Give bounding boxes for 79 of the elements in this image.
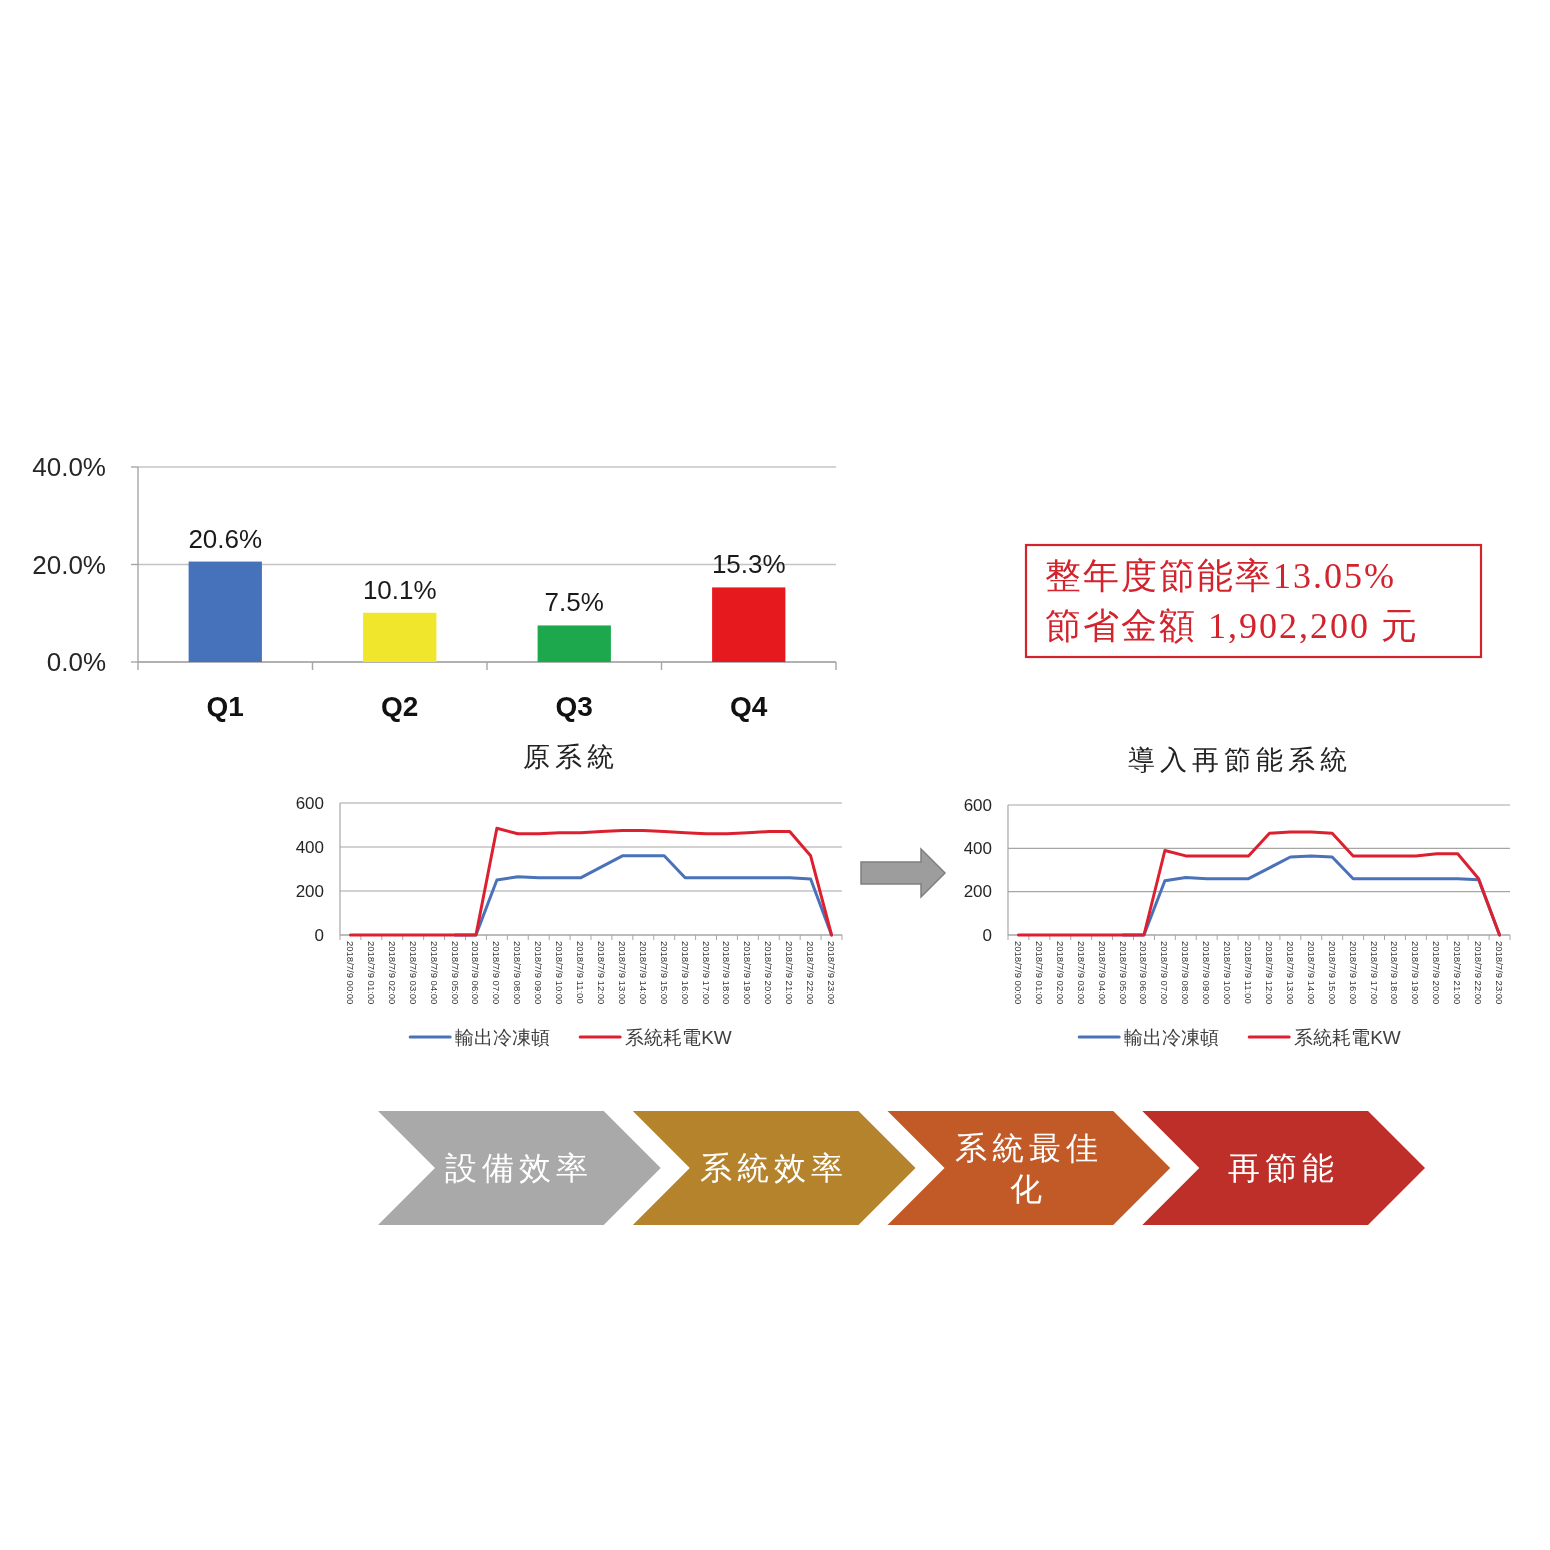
x-tick-label: 2018/7/9 15:00 bbox=[658, 941, 670, 1005]
x-tick-label: 2018/7/9 11:00 bbox=[1243, 941, 1255, 1004]
x-tick-label: 2018/7/9 08:00 bbox=[512, 941, 524, 1005]
x-tick-label: 2018/7/9 01:00 bbox=[365, 941, 377, 1005]
x-tick-label: 2018/7/9 23:00 bbox=[1494, 941, 1506, 1005]
x-tick-label: 2018/7/9 02:00 bbox=[386, 941, 398, 1005]
x-tick-label: 2018/7/9 07:00 bbox=[1159, 941, 1171, 1005]
x-tick-label: 2018/7/9 19:00 bbox=[742, 941, 754, 1005]
x-tick-label: 2018/7/9 02:00 bbox=[1054, 941, 1066, 1005]
x-tick-label: 2018/7/9 18:00 bbox=[721, 941, 733, 1005]
chart-title: 導入再節能系統 bbox=[1128, 745, 1352, 775]
x-tick-label: 2018/7/9 09:00 bbox=[533, 941, 545, 1005]
x-tick-label: 2018/7/9 23:00 bbox=[826, 941, 838, 1005]
x-tick-label: Q2 bbox=[381, 690, 419, 722]
x-tick-label: 2018/7/9 06:00 bbox=[470, 941, 482, 1005]
data-label: 7.5% bbox=[544, 587, 604, 618]
x-tick-label: 2018/7/9 16:00 bbox=[679, 941, 691, 1005]
y-tick-label: 600 bbox=[295, 793, 324, 813]
y-tick-label: 0 bbox=[314, 925, 324, 945]
x-tick-label: 2018/7/9 12:00 bbox=[1263, 941, 1275, 1005]
legend-label: 系統耗電KW bbox=[1294, 1026, 1401, 1048]
y-tick-label: 200 bbox=[963, 882, 992, 902]
y-tick-label: 400 bbox=[963, 838, 992, 858]
x-tick-label: 2018/7/9 08:00 bbox=[1180, 941, 1192, 1005]
x-tick-label: 2018/7/9 03:00 bbox=[1075, 941, 1087, 1005]
y-tick-label: 0 bbox=[982, 925, 992, 945]
x-tick-label: 2018/7/9 22:00 bbox=[805, 941, 817, 1005]
chart-title: 原系統 bbox=[523, 742, 619, 772]
x-tick-label: 2018/7/9 16:00 bbox=[1347, 941, 1359, 1005]
x-tick-label: 2018/7/9 20:00 bbox=[1431, 941, 1443, 1005]
legend-label: 輸出冷凍頓 bbox=[1124, 1026, 1220, 1048]
x-tick-label: 2018/7/9 10:00 bbox=[554, 941, 566, 1005]
x-tick-label: 2018/7/9 17:00 bbox=[700, 941, 712, 1005]
legend-label: 輸出冷凍頓 bbox=[455, 1026, 551, 1048]
category-label: 設備效率 bbox=[445, 1150, 594, 1186]
x-tick-label: 2018/7/9 06:00 bbox=[1138, 941, 1150, 1005]
x-tick-label: 2018/7/9 18:00 bbox=[1389, 941, 1401, 1005]
x-tick-label: Q1 bbox=[206, 690, 244, 722]
data-label: 15.3% bbox=[711, 549, 786, 580]
x-tick-label: 2018/7/9 03:00 bbox=[407, 941, 419, 1005]
x-tick-label: 2018/7/9 22:00 bbox=[1473, 941, 1485, 1005]
x-tick-label: 2018/7/9 14:00 bbox=[1305, 941, 1317, 1005]
x-tick-label: 2018/7/9 20:00 bbox=[763, 941, 775, 1005]
data-label: 20.6% bbox=[188, 523, 263, 554]
category-label: 系統效率 bbox=[700, 1150, 849, 1186]
x-tick-label: 2018/7/9 09:00 bbox=[1201, 941, 1213, 1005]
legend-label: 系統耗電KW bbox=[625, 1026, 732, 1048]
x-tick-label: 2018/7/9 13:00 bbox=[616, 941, 628, 1005]
x-tick-label: 2018/7/9 05:00 bbox=[1117, 941, 1129, 1005]
x-tick-label: Q3 bbox=[555, 690, 593, 722]
x-tick-label: 2018/7/9 04:00 bbox=[428, 941, 440, 1005]
text: 整年度節能率13.05% bbox=[1045, 556, 1396, 596]
text: 節省金額 1,902,200 元 bbox=[1045, 606, 1419, 646]
x-tick-label: 2018/7/9 21:00 bbox=[784, 941, 796, 1005]
y-tick-label: 20.0% bbox=[32, 549, 106, 580]
x-tick-label: Q4 bbox=[730, 690, 768, 722]
x-tick-label: 2018/7/9 17:00 bbox=[1368, 941, 1380, 1005]
category-label: 再節能 bbox=[1228, 1150, 1340, 1186]
x-tick-label: 2018/7/9 01:00 bbox=[1033, 941, 1045, 1005]
y-tick-label: 200 bbox=[295, 881, 324, 901]
x-tick-label: 2018/7/9 11:00 bbox=[575, 941, 587, 1004]
x-tick-label: 2018/7/9 12:00 bbox=[595, 941, 607, 1005]
x-tick-label: 2018/7/9 04:00 bbox=[1096, 941, 1108, 1005]
x-tick-label: 2018/7/9 05:00 bbox=[449, 941, 461, 1005]
y-tick-label: 0.0% bbox=[46, 647, 106, 677]
x-tick-label: 2018/7/9 21:00 bbox=[1452, 941, 1464, 1005]
y-tick-label: 400 bbox=[295, 837, 324, 857]
x-tick-label: 2018/7/9 00:00 bbox=[344, 941, 356, 1005]
data-label: 10.1% bbox=[362, 574, 437, 605]
x-tick-label: 2018/7/9 00:00 bbox=[1012, 941, 1024, 1005]
category-label: 系統最佳化 bbox=[954, 1129, 1103, 1207]
x-tick-label: 2018/7/9 07:00 bbox=[491, 941, 503, 1005]
y-tick-label: 40.0% bbox=[32, 452, 106, 482]
x-tick-label: 2018/7/9 10:00 bbox=[1222, 941, 1234, 1005]
x-tick-label: 2018/7/9 15:00 bbox=[1326, 941, 1338, 1005]
x-tick-label: 2018/7/9 13:00 bbox=[1284, 941, 1296, 1005]
x-tick-label: 2018/7/9 14:00 bbox=[637, 941, 649, 1005]
x-tick-label: 2018/7/9 19:00 bbox=[1410, 941, 1422, 1005]
y-tick-label: 600 bbox=[963, 795, 992, 815]
